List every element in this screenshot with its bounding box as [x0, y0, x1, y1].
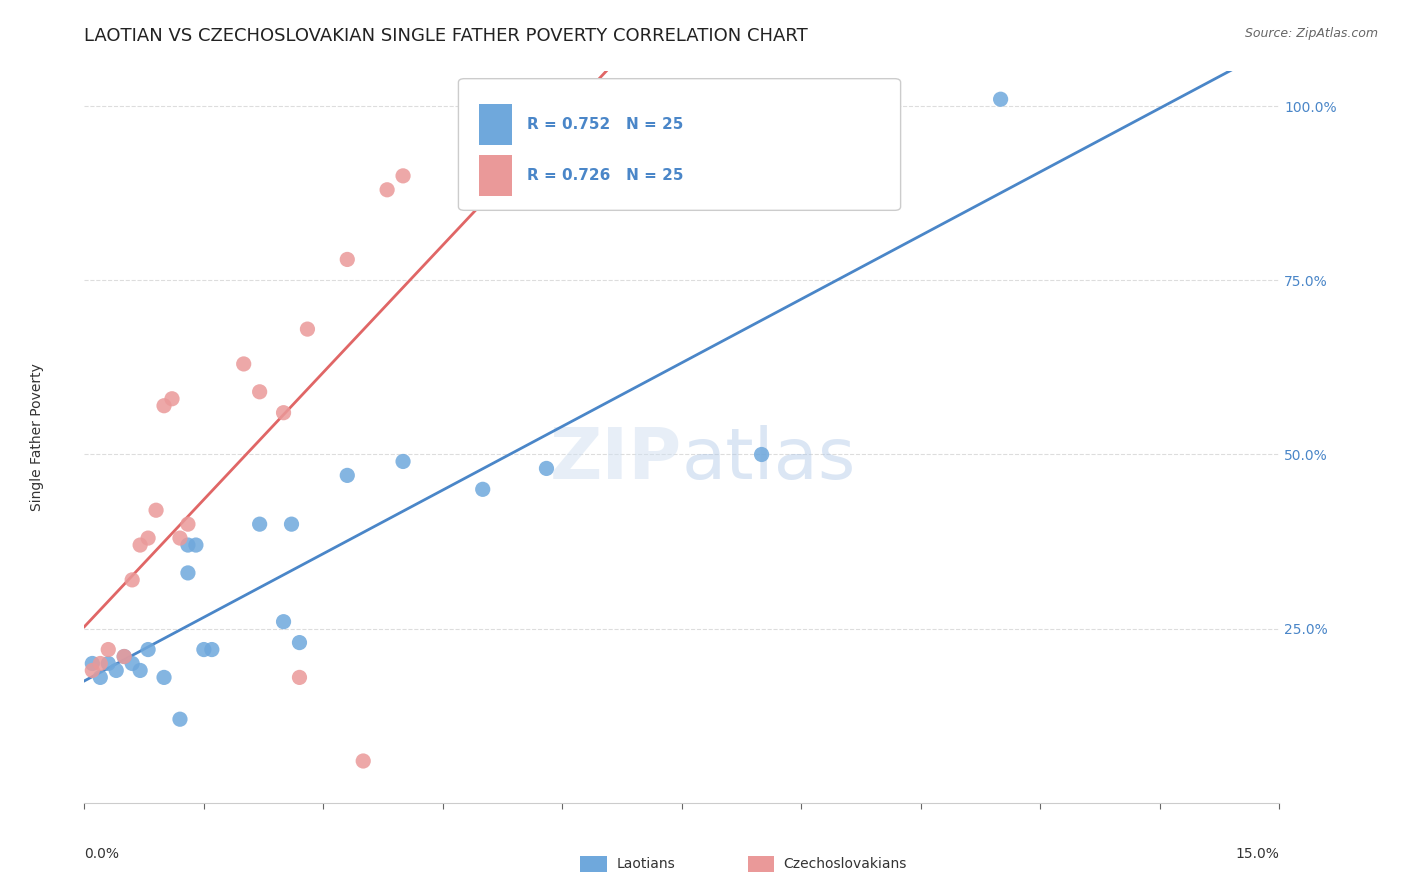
- Point: [129, 664, 152, 678]
- Point: [288, 635, 311, 649]
- Point: [249, 384, 271, 399]
- Point: [375, 183, 398, 197]
- Point: [112, 649, 135, 664]
- FancyBboxPatch shape: [478, 155, 512, 195]
- Point: [82, 664, 104, 678]
- Text: LAOTIAN VS CZECHOSLOVAKIAN SINGLE FATHER POVERTY CORRELATION CHART: LAOTIAN VS CZECHOSLOVAKIAN SINGLE FATHER…: [84, 27, 808, 45]
- Point: [105, 664, 128, 678]
- Point: [153, 399, 176, 413]
- Point: [112, 649, 135, 664]
- Text: ZIP: ZIP: [550, 425, 682, 493]
- Point: [169, 712, 191, 726]
- Point: [631, 92, 654, 106]
- Point: [89, 670, 111, 684]
- Text: Single Father Poverty: Single Father Poverty: [30, 363, 44, 511]
- Point: [352, 754, 374, 768]
- Point: [280, 517, 302, 532]
- Point: [392, 169, 415, 183]
- Point: [471, 483, 494, 497]
- Point: [336, 468, 359, 483]
- Point: [551, 92, 574, 106]
- Point: [990, 92, 1012, 106]
- FancyBboxPatch shape: [748, 856, 773, 872]
- Point: [177, 538, 200, 552]
- Point: [471, 92, 494, 106]
- Point: [89, 657, 111, 671]
- Point: [136, 531, 159, 545]
- Point: [297, 322, 319, 336]
- Point: [288, 670, 311, 684]
- FancyBboxPatch shape: [478, 104, 512, 145]
- Point: [97, 642, 120, 657]
- Point: [121, 573, 143, 587]
- Point: [392, 454, 415, 468]
- Text: R = 0.752   N = 25: R = 0.752 N = 25: [527, 117, 683, 132]
- Point: [193, 642, 215, 657]
- Point: [249, 517, 271, 532]
- FancyBboxPatch shape: [458, 78, 901, 211]
- Point: [273, 615, 295, 629]
- Point: [145, 503, 167, 517]
- Point: [273, 406, 295, 420]
- Point: [160, 392, 183, 406]
- Point: [536, 92, 558, 106]
- Text: Laotians: Laotians: [616, 856, 675, 871]
- Point: [336, 252, 359, 267]
- Point: [97, 657, 120, 671]
- Point: [232, 357, 254, 371]
- Text: 15.0%: 15.0%: [1236, 847, 1279, 861]
- Point: [751, 448, 773, 462]
- Text: atlas: atlas: [682, 425, 856, 493]
- Point: [201, 642, 224, 657]
- Point: [129, 538, 152, 552]
- Point: [82, 657, 104, 671]
- Point: [177, 566, 200, 580]
- Text: R = 0.726   N = 25: R = 0.726 N = 25: [527, 168, 683, 183]
- Point: [121, 657, 143, 671]
- Point: [169, 531, 191, 545]
- Text: Czechoslovakians: Czechoslovakians: [783, 856, 907, 871]
- Point: [153, 670, 176, 684]
- Point: [136, 642, 159, 657]
- Point: [184, 538, 207, 552]
- Text: 0.0%: 0.0%: [84, 847, 120, 861]
- Text: Source: ZipAtlas.com: Source: ZipAtlas.com: [1244, 27, 1378, 40]
- FancyBboxPatch shape: [581, 856, 606, 872]
- Point: [536, 461, 558, 475]
- Point: [177, 517, 200, 532]
